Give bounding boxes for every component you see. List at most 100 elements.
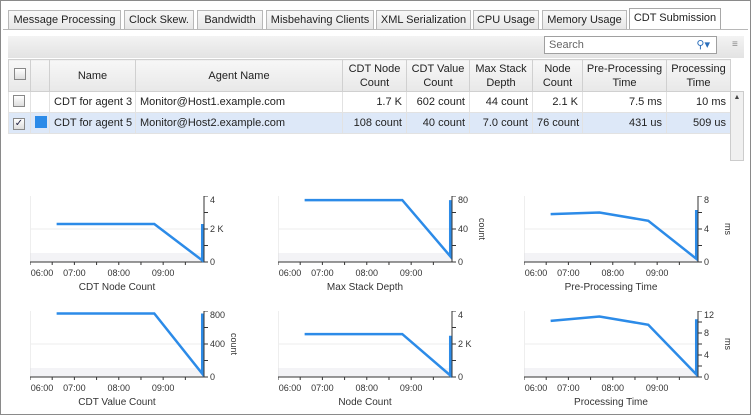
cell-cdt-value: 602 count bbox=[406, 91, 470, 113]
y-tick-label: 8 bbox=[704, 196, 709, 205]
column-header-name[interactable]: Name bbox=[49, 59, 136, 92]
y-tick-label: 8 bbox=[704, 328, 709, 338]
tab-misbehaving-clients[interactable]: Misbehaving Clients bbox=[266, 10, 374, 30]
column-header-cdt-node-count[interactable]: CDT Node Count bbox=[342, 59, 407, 92]
tab-cdt-submission[interactable]: CDT Submission bbox=[629, 8, 721, 30]
cdt-table: Name Agent Name CDT Node Count CDT Value… bbox=[8, 59, 731, 134]
cell-node: 2.1 K bbox=[532, 91, 583, 113]
x-tick-label: 07:00 bbox=[311, 383, 334, 393]
chart-svg: 06:00 07:00 08:00 09:00 0 4 8 12 ms bbox=[524, 311, 733, 393]
x-tick-label: 08:00 bbox=[602, 383, 625, 393]
cell-pre: 7.5 ms bbox=[582, 91, 667, 113]
y-tick-label: 80 bbox=[458, 196, 468, 205]
cell-max-stack: 7.0 count bbox=[469, 112, 533, 134]
search-placeholder: Search bbox=[549, 39, 584, 51]
y-axis-label: ms bbox=[723, 223, 733, 235]
chart-title: Node Count bbox=[338, 397, 392, 408]
select-all-checkbox[interactable] bbox=[8, 59, 31, 92]
y-axis-label: count bbox=[477, 218, 487, 241]
series-line bbox=[550, 315, 698, 378]
cell-cdt-value: 40 count bbox=[406, 112, 470, 134]
chart-title: Processing Time bbox=[574, 397, 648, 408]
x-tick-label: 06:00 bbox=[525, 268, 548, 278]
x-tick-label: 07:00 bbox=[63, 268, 86, 278]
x-tick-label: 09:00 bbox=[400, 268, 423, 278]
y-tick-label: 4 bbox=[704, 350, 709, 360]
x-tick-label: 07:00 bbox=[63, 383, 86, 393]
plot-band bbox=[524, 253, 698, 262]
x-tick-label: 09:00 bbox=[646, 268, 669, 278]
scroll-up-icon[interactable]: ▲ bbox=[733, 94, 741, 101]
column-header-processing-time[interactable]: Processing Time bbox=[666, 59, 731, 92]
tab-clock-skew[interactable]: Clock Skew. bbox=[124, 10, 194, 30]
plot-band bbox=[278, 253, 452, 262]
cell-proc: 10 ms bbox=[666, 91, 731, 113]
row-color bbox=[30, 91, 50, 113]
y-tick-label: 0 bbox=[458, 257, 463, 267]
column-options-icon[interactable]: ≡ bbox=[732, 39, 738, 50]
x-tick-label: 06:00 bbox=[279, 268, 302, 278]
x-tick-label: 09:00 bbox=[152, 383, 175, 393]
chart-svg: 06:00 07:00 08:00 09:00 0 400 800 count bbox=[30, 311, 239, 393]
cell-cdt-node: 108 count bbox=[342, 112, 407, 134]
x-tick-label: 07:00 bbox=[311, 268, 334, 278]
table-header: Name Agent Name CDT Node Count CDT Value… bbox=[8, 59, 731, 92]
cell-max-stack: 44 count bbox=[469, 91, 533, 113]
chart-cdt-value-count: 06:00 07:00 08:00 09:00 0 400 800 count CDT Valu… bbox=[30, 311, 244, 411]
chart-max-stack-depth: 06:00 07:00 08:00 09:00 0 40 80 count Max Stack … bbox=[278, 196, 492, 296]
y-tick-label: 0 bbox=[210, 257, 215, 267]
tab-cpu-usage[interactable]: CPU Usage bbox=[473, 10, 539, 30]
x-tick-label: 06:00 bbox=[31, 383, 54, 393]
series-line bbox=[56, 222, 204, 263]
y-tick-label: 0 bbox=[458, 372, 463, 382]
y-tick-label: 400 bbox=[210, 339, 225, 349]
color-column-header bbox=[30, 59, 50, 92]
chart-svg: 06:00 07:00 08:00 09:00 0 2 K 4 bbox=[278, 311, 472, 393]
row-color bbox=[30, 112, 50, 134]
column-header-pre-processing-time[interactable]: Pre-Processing Time bbox=[582, 59, 667, 92]
cell-cdt-node: 1.7 K bbox=[342, 91, 407, 113]
tab-bar: Message Processing Clock Skew. Bandwidth… bbox=[8, 8, 728, 30]
chart-node-count: 06:00 07:00 08:00 09:00 0 2 K 4 Node Count bbox=[278, 311, 492, 411]
y-tick-label: 0 bbox=[210, 372, 215, 382]
row-checkbox[interactable]: ✓ bbox=[8, 112, 31, 134]
search-input[interactable]: Search ⚲▾ bbox=[544, 36, 717, 54]
tab-panel bbox=[3, 29, 748, 412]
column-header-agent-name[interactable]: Agent Name bbox=[135, 59, 343, 92]
y-tick-label: 0 bbox=[704, 372, 709, 382]
plot-band bbox=[30, 368, 204, 377]
tab-bandwidth[interactable]: Bandwidth bbox=[197, 10, 263, 30]
series-line bbox=[550, 210, 698, 262]
plot-band bbox=[30, 253, 204, 262]
plot-band bbox=[524, 368, 698, 377]
y-tick-label: 0 bbox=[704, 257, 709, 267]
chart-title: Max Stack Depth bbox=[326, 282, 404, 293]
column-header-cdt-value-count[interactable]: CDT Value Count bbox=[406, 59, 470, 92]
y-tick-label: 800 bbox=[210, 311, 225, 320]
chart-pre-processing-time: 06:00 07:00 08:00 09:00 0 4 8 ms Pre-Processing … bbox=[524, 196, 738, 296]
x-tick-label: 08:00 bbox=[356, 268, 379, 278]
chart-svg: 06:00 07:00 08:00 09:00 0 2 K 4 bbox=[30, 196, 224, 278]
y-tick-label: 4 bbox=[704, 224, 709, 234]
tab-xml-serialization[interactable]: XML Serialization bbox=[376, 10, 471, 30]
series-line bbox=[304, 198, 452, 260]
y-tick-label: 12 bbox=[704, 311, 714, 320]
y-axis-label: ms bbox=[723, 338, 733, 350]
x-tick-label: 08:00 bbox=[602, 268, 625, 278]
table-row[interactable]: CDT for agent 3 Monitor@Host1.example.co… bbox=[8, 91, 731, 113]
tab-message-processing[interactable]: Message Processing bbox=[8, 10, 121, 30]
column-header-node-count[interactable]: Node Count bbox=[532, 59, 583, 92]
y-tick-label: 4 bbox=[210, 196, 215, 205]
cell-name: CDT for agent 5 bbox=[49, 112, 136, 134]
series-line bbox=[56, 312, 204, 378]
chart-title: Pre-Processing Time bbox=[564, 282, 658, 293]
search-icon[interactable]: ⚲▾ bbox=[696, 39, 710, 51]
series-color-swatch bbox=[35, 115, 47, 128]
table-row[interactable]: ✓ CDT for agent 5 Monitor@Host2.example.… bbox=[8, 112, 731, 134]
table-scrollbar[interactable]: ▲ bbox=[730, 91, 744, 161]
row-checkbox[interactable] bbox=[8, 91, 31, 113]
series-line bbox=[304, 332, 452, 379]
column-header-max-stack-depth[interactable]: Max Stack Depth bbox=[469, 59, 533, 92]
tab-memory-usage[interactable]: Memory Usage bbox=[542, 10, 627, 30]
plot-band bbox=[278, 368, 452, 377]
